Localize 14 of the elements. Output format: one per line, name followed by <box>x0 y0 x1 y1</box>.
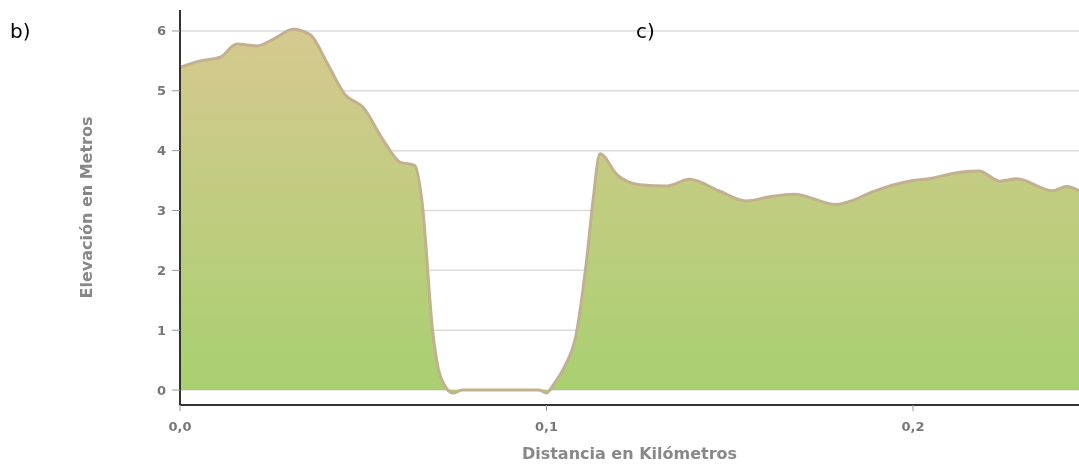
x-axis-title: Distancia en Kilómetros <box>521 444 738 463</box>
y-tick-label: 0 <box>156 382 166 398</box>
y-tick-label: 6 <box>156 23 166 39</box>
annotation: c) <box>636 19 655 43</box>
y-tick-label: 1 <box>156 322 166 338</box>
y-tick-label: 3 <box>156 203 166 219</box>
x-tick-label: 0,0 <box>168 419 192 434</box>
text: b) <box>10 19 31 43</box>
y-tick-label: 5 <box>156 83 166 99</box>
y-tick-label: 2 <box>156 262 166 278</box>
y-axis-title: Elevación en Metros <box>77 116 96 299</box>
x-tick-label: 0,2 <box>901 419 925 434</box>
y-tick-label: 4 <box>156 143 166 159</box>
x-tick-label: 0,1 <box>534 419 559 434</box>
